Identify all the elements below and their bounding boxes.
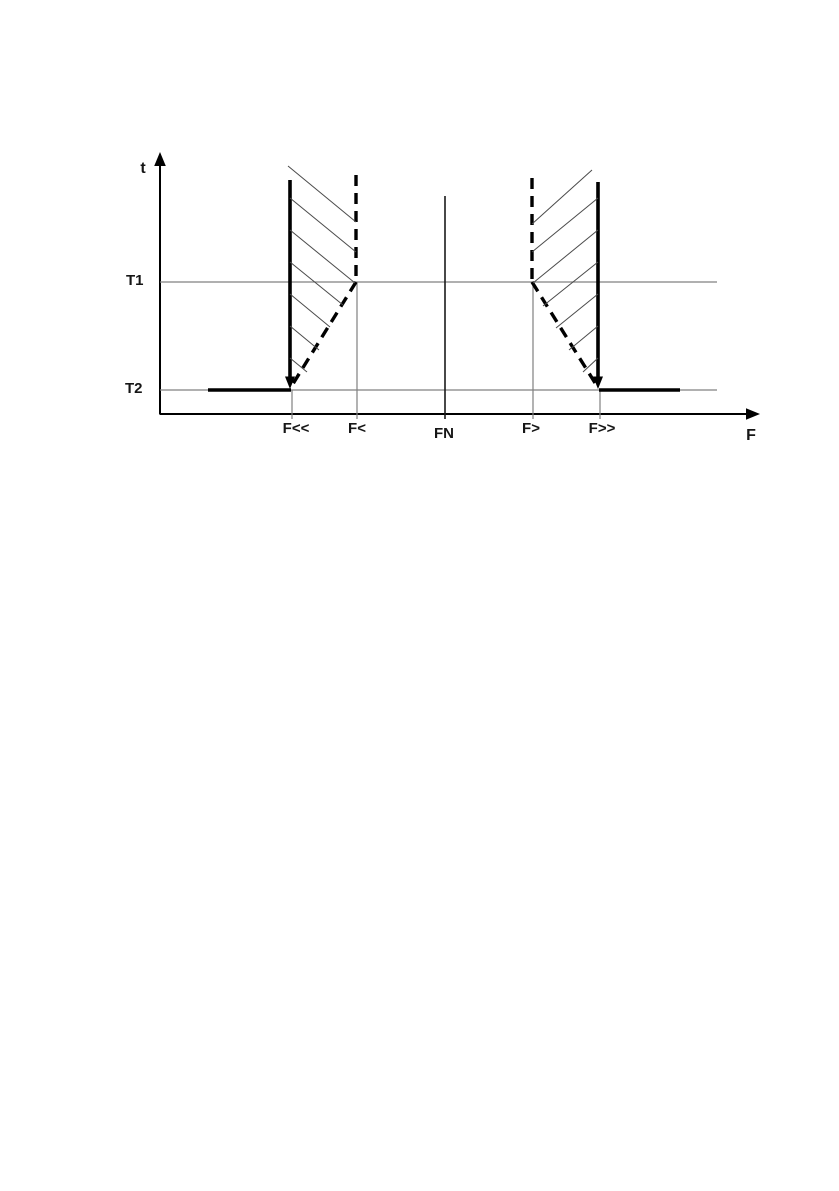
hatch-line-right xyxy=(532,229,599,284)
hatch-line-right xyxy=(555,293,599,329)
hatch-line-left xyxy=(289,261,344,306)
x-tick-f-much-greater: F>> xyxy=(588,420,616,437)
underfrequency-arrow-down xyxy=(285,376,295,389)
hatch-line-right xyxy=(542,261,599,307)
t1-ref-label: T1 xyxy=(126,272,144,289)
t2-ref-label: T2 xyxy=(125,380,143,397)
x-tick-f-much-less: F<< xyxy=(282,420,310,437)
hatch-line-left xyxy=(289,325,320,351)
hatch-line-left xyxy=(289,197,357,253)
hatch-line-right xyxy=(531,169,593,225)
hatch-line-left xyxy=(289,357,308,373)
hatch-line-left xyxy=(289,229,356,284)
hatch-line-left xyxy=(287,165,357,223)
hatch-line-right xyxy=(568,325,599,351)
x-tick-f-less: F< xyxy=(348,420,366,437)
f-less-dashed-ramp xyxy=(289,281,358,388)
x-tick-f-nominal: FN xyxy=(434,425,454,442)
hatch-line-right xyxy=(582,357,599,373)
overfrequency-arrow-down xyxy=(593,376,603,389)
t-axis-arrow-up xyxy=(154,152,166,166)
f-axis-arrow-right xyxy=(746,408,760,420)
hatch-line-right xyxy=(531,197,599,253)
x-tick-f-greater: F> xyxy=(522,420,540,437)
hatch-line-left xyxy=(289,293,331,328)
x-axis-title: F xyxy=(746,427,756,444)
frequency-time-diagram-canvas xyxy=(154,152,760,420)
f-greater-dashed-ramp xyxy=(530,281,599,387)
y-axis-title: t xyxy=(140,160,146,177)
